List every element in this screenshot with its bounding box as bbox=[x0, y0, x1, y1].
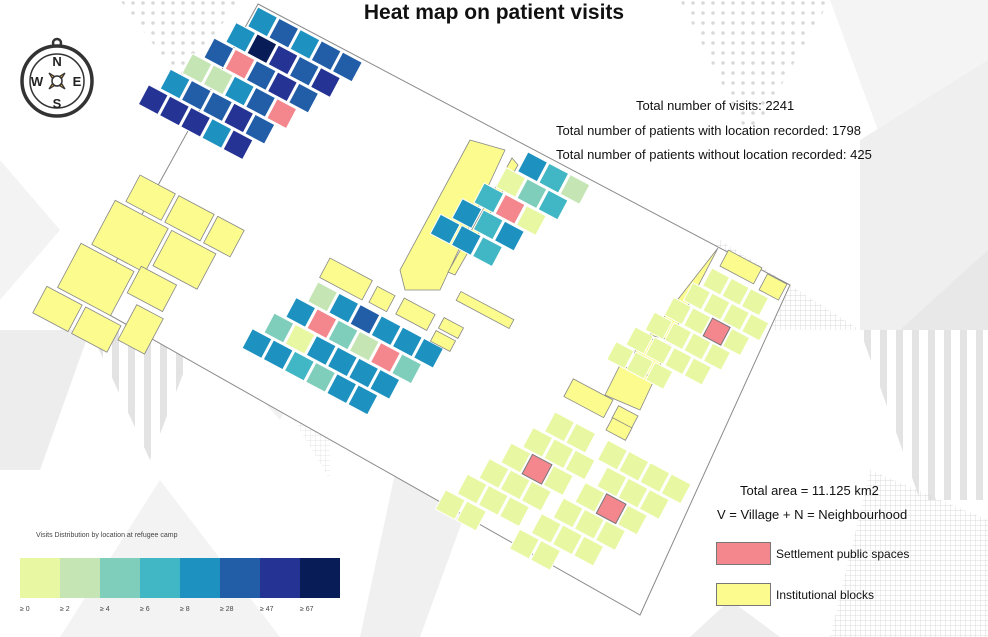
scale-label: ≥ 8 bbox=[180, 606, 190, 613]
scale-label: ≥ 6 bbox=[140, 606, 150, 613]
compass-south-label: S bbox=[53, 96, 62, 111]
total-visits: Total number of visits: 2241 bbox=[636, 98, 795, 113]
neighbourhood-east-upper bbox=[606, 267, 770, 391]
compass-icon: N S W E bbox=[20, 37, 94, 118]
scale-swatch bbox=[20, 558, 60, 598]
map-title: Heat map on patient visits bbox=[363, 1, 625, 24]
neighbourhood-east-lower bbox=[434, 411, 692, 571]
color-scale bbox=[20, 558, 340, 598]
scale-swatch bbox=[220, 558, 260, 598]
scale-label: ≥ 4 bbox=[100, 606, 110, 613]
scale-swatch bbox=[300, 558, 340, 598]
area-definition: V = Village + N = Neighbourhood bbox=[717, 507, 908, 522]
scale-label: ≥ 2 bbox=[60, 606, 70, 613]
scale-swatch bbox=[180, 558, 220, 598]
scale-swatch bbox=[140, 558, 180, 598]
village-central bbox=[241, 281, 445, 416]
total-area: Total area = 11.125 km2 bbox=[740, 483, 879, 498]
scale-label: ≥ 67 bbox=[300, 606, 314, 613]
patients-without-location: Total number of patients without locatio… bbox=[556, 147, 872, 162]
scale-swatch bbox=[60, 558, 100, 598]
neighbourhood-central-east bbox=[429, 151, 591, 268]
compass-east-label: E bbox=[73, 74, 82, 89]
scale-swatch bbox=[100, 558, 140, 598]
scale-label: ≥ 28 bbox=[220, 606, 234, 613]
legend-swatch-institutional bbox=[716, 583, 771, 606]
legend-label-institutional: Institutional blocks bbox=[776, 588, 875, 602]
scale-label: ≥ 47 bbox=[260, 606, 274, 613]
compass-north-label: N bbox=[52, 54, 61, 69]
color-scale-labels: ≥ 0 ≥ 2 ≥ 4 ≥ 6 ≥ 8 ≥ 28 ≥ 47 ≥ 67 bbox=[20, 606, 340, 618]
scale-swatch bbox=[260, 558, 300, 598]
legend-swatch-public-spaces bbox=[716, 542, 771, 565]
patients-with-location: Total number of patients with location r… bbox=[556, 123, 861, 138]
legend-label-public-spaces: Settlement public spaces bbox=[776, 547, 910, 561]
scale-legend-title: Visits Distribution by location at refug… bbox=[36, 532, 178, 539]
village-north-west bbox=[137, 6, 363, 161]
compass-west-label: W bbox=[31, 74, 44, 89]
institutional-blocks-west bbox=[32, 174, 245, 355]
scale-label: ≥ 0 bbox=[20, 606, 30, 613]
